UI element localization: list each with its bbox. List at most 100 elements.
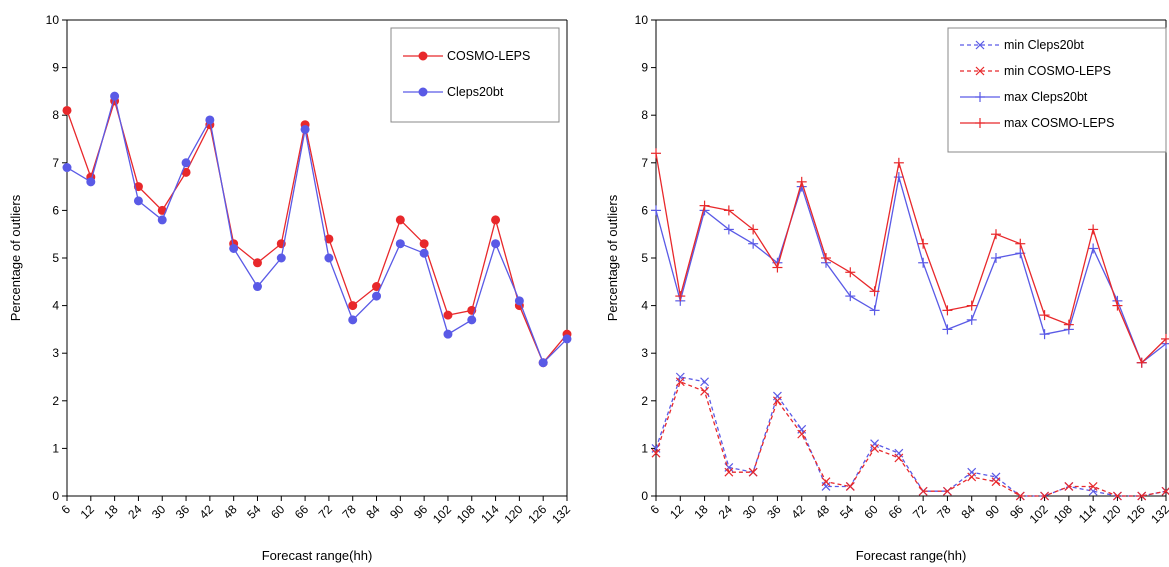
x-tick-label: 66 <box>886 502 906 522</box>
x-tick-label: 42 <box>788 502 808 522</box>
y-tick-label: 10 <box>635 13 649 27</box>
data-point <box>443 329 453 339</box>
marker-stroke <box>821 477 831 487</box>
data-point <box>1136 357 1147 368</box>
marker-stroke <box>1088 482 1098 491</box>
x-tick-label: 114 <box>1076 502 1100 526</box>
data-point <box>845 482 855 491</box>
x-tick-label: 78 <box>339 502 359 522</box>
series-line <box>655 376 1167 497</box>
data-point <box>62 163 72 173</box>
marker-stroke <box>1137 491 1147 501</box>
legend-marker <box>975 40 985 50</box>
data-point <box>157 215 167 225</box>
y-tick-label: 2 <box>52 394 59 408</box>
data-point <box>538 358 548 368</box>
marker-stroke <box>1040 491 1049 501</box>
data-point <box>181 158 191 168</box>
x-tick-label: 96 <box>1007 502 1027 522</box>
data-point <box>991 229 1001 240</box>
x-tick-label: 90 <box>387 502 407 522</box>
data-point <box>443 310 453 320</box>
x-tick-label: 18 <box>101 502 121 522</box>
y-tick-label: 9 <box>52 61 59 75</box>
data-point <box>918 486 928 496</box>
legend-label: COSMO-LEPS <box>447 49 530 63</box>
x-tick-label: 42 <box>197 502 217 522</box>
x-tick-label: 84 <box>958 502 978 522</box>
x-tick-label: 120 <box>501 502 525 526</box>
data-point <box>252 258 262 268</box>
x-axis-label: Forecast range(hh) <box>856 548 967 563</box>
data-point <box>467 315 477 325</box>
data-point <box>133 182 143 192</box>
marker-stroke <box>943 486 952 496</box>
x-tick-label: 78 <box>934 502 954 522</box>
data-point <box>651 205 661 216</box>
data-point <box>86 177 96 187</box>
series-line <box>655 153 1167 364</box>
legend: min Cleps20bt min COSMO-LEPS max Cleps20bt… <box>947 27 1167 153</box>
y-tick-label: 4 <box>52 299 59 313</box>
x-tick-label: 30 <box>740 502 760 522</box>
data-point <box>991 477 1001 487</box>
data-point <box>491 239 501 249</box>
marker-stroke <box>700 386 709 396</box>
data-point <box>1015 238 1026 249</box>
data-point <box>723 205 734 216</box>
x-tick-label: 18 <box>691 502 711 522</box>
marker-stroke <box>700 377 709 387</box>
x-tick-label: 30 <box>149 502 169 522</box>
data-point <box>1040 491 1049 501</box>
data-point <box>419 248 429 258</box>
x-tick-label: 72 <box>910 502 930 522</box>
x-tick-label: 12 <box>78 502 98 522</box>
marker-stroke <box>797 429 807 439</box>
data-point <box>348 315 358 325</box>
data-point <box>252 282 262 292</box>
series-min-cosmo-leps <box>651 377 1169 501</box>
data-point <box>893 172 904 183</box>
marker-stroke <box>1064 482 1074 491</box>
series-line <box>66 98 568 364</box>
data-point <box>773 396 782 406</box>
legend-label: min Cleps20bt <box>1004 38 1084 52</box>
data-point <box>324 253 334 263</box>
data-point <box>1015 491 1025 501</box>
data-point <box>1088 482 1098 491</box>
x-tick-label: 114 <box>478 502 502 526</box>
data-point <box>845 267 856 278</box>
marker-stroke <box>967 472 977 482</box>
data-point <box>562 334 572 344</box>
marker-stroke <box>845 482 855 491</box>
data-point <box>918 238 929 249</box>
data-point <box>869 305 880 316</box>
y-tick-label: 2 <box>641 394 648 408</box>
data-point <box>1039 329 1050 340</box>
x-tick-label: 120 <box>1099 502 1123 526</box>
data-point <box>700 386 709 396</box>
x-tick-label: 96 <box>411 502 431 522</box>
data-point <box>893 157 904 168</box>
legend-box <box>390 27 560 123</box>
data-point <box>675 377 685 387</box>
data-point <box>723 224 734 235</box>
data-point <box>942 305 953 316</box>
legend-label: max Cleps20bt <box>1004 90 1088 104</box>
x-tick-label: 36 <box>173 502 193 522</box>
marker-stroke <box>651 448 661 458</box>
marker-stroke <box>724 467 734 477</box>
data-point <box>514 296 524 306</box>
legend-marker <box>418 51 428 61</box>
data-point <box>1088 224 1099 235</box>
marker-stroke <box>870 443 879 453</box>
y-tick-label: 4 <box>641 299 648 313</box>
x-tick-label: 48 <box>220 502 240 522</box>
y-tick-label: 5 <box>52 251 59 265</box>
data-point <box>991 253 1001 263</box>
data-point <box>1161 333 1169 344</box>
data-point <box>1113 491 1122 501</box>
